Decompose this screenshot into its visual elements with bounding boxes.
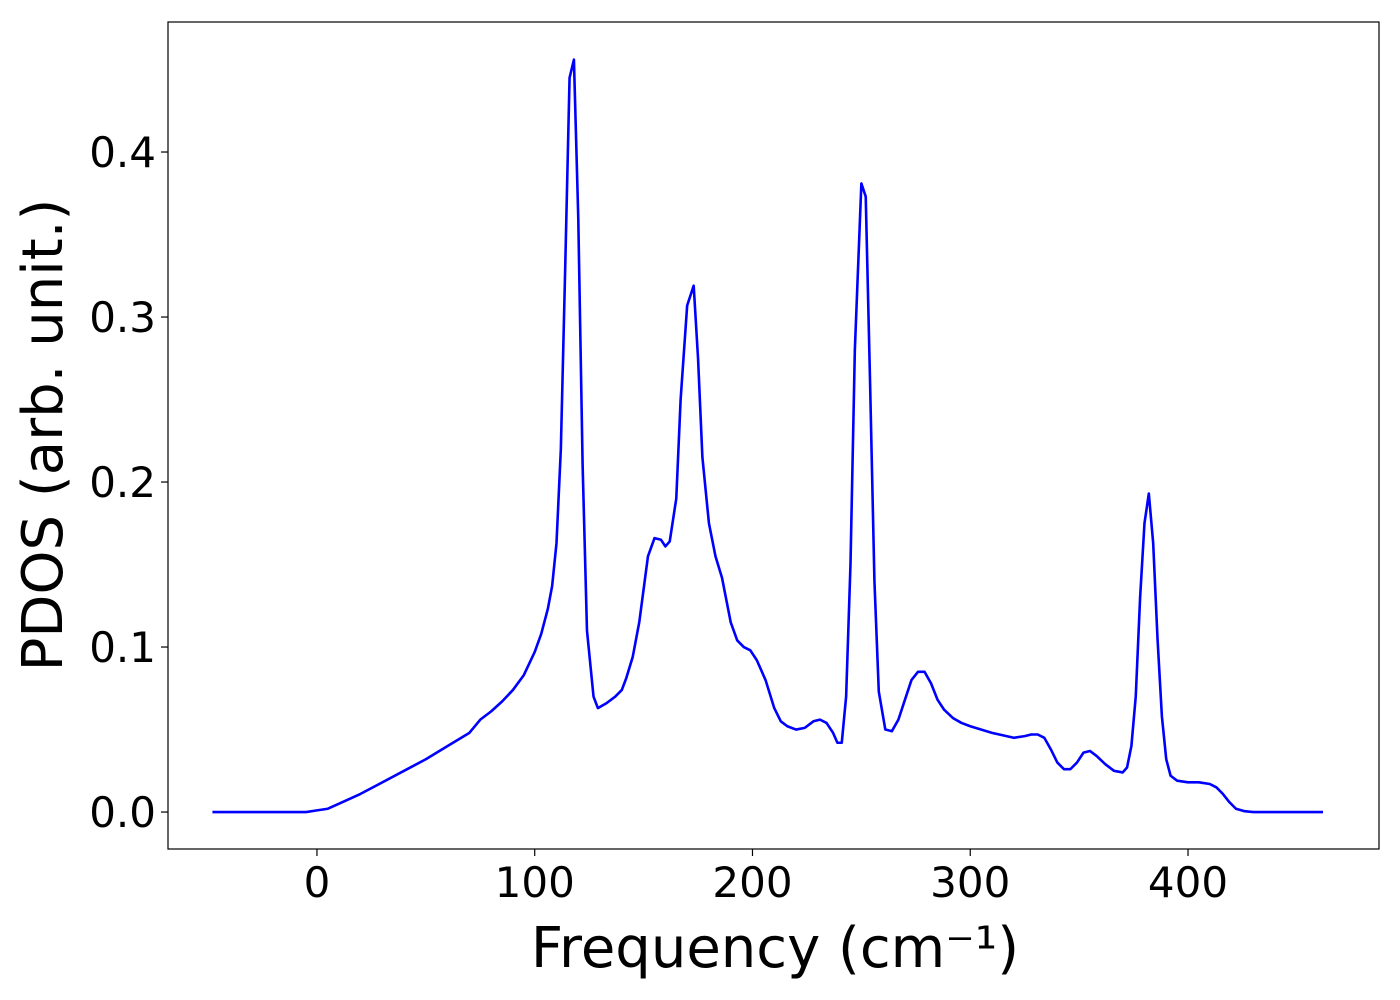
y-tick-label: 0.1 [89, 623, 156, 672]
x-tick-label: 300 [930, 858, 1010, 907]
y-tick-label: 0.4 [89, 128, 156, 177]
y-tick-label: 0.0 [89, 788, 156, 837]
x-tick-label: 0 [304, 858, 331, 907]
x-tick-label: 200 [712, 858, 792, 907]
x-axis-label: Frequency (cm⁻¹) [531, 916, 1019, 981]
y-tick-label: 0.3 [89, 293, 156, 342]
x-tick-label: 400 [1148, 858, 1228, 907]
data-line [212, 58, 1324, 814]
y-axis-label: PDOS (arb. unit.) [11, 199, 76, 672]
x-tick-label: 100 [495, 858, 575, 907]
plot-frame [167, 21, 1380, 850]
y-tick-label: 0.2 [89, 458, 156, 507]
